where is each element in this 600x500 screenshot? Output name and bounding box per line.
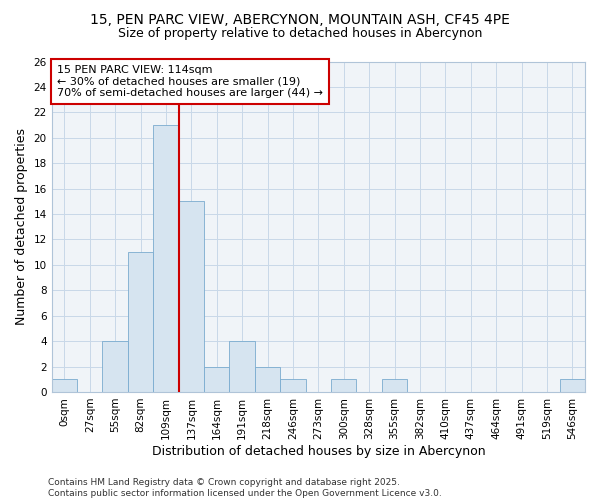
Bar <box>153 125 179 392</box>
Y-axis label: Number of detached properties: Number of detached properties <box>15 128 28 325</box>
Bar <box>560 379 585 392</box>
Text: Contains HM Land Registry data © Crown copyright and database right 2025.
Contai: Contains HM Land Registry data © Crown c… <box>48 478 442 498</box>
Bar <box>382 379 407 392</box>
Bar <box>255 366 280 392</box>
Text: 15, PEN PARC VIEW, ABERCYNON, MOUNTAIN ASH, CF45 4PE: 15, PEN PARC VIEW, ABERCYNON, MOUNTAIN A… <box>90 12 510 26</box>
Bar <box>280 379 305 392</box>
Bar <box>52 379 77 392</box>
Bar <box>128 252 153 392</box>
Bar <box>103 341 128 392</box>
Bar <box>229 341 255 392</box>
Bar <box>331 379 356 392</box>
Text: Size of property relative to detached houses in Abercynon: Size of property relative to detached ho… <box>118 28 482 40</box>
Bar <box>204 366 229 392</box>
X-axis label: Distribution of detached houses by size in Abercynon: Distribution of detached houses by size … <box>152 444 485 458</box>
Bar <box>179 202 204 392</box>
Text: 15 PEN PARC VIEW: 114sqm
← 30% of detached houses are smaller (19)
70% of semi-d: 15 PEN PARC VIEW: 114sqm ← 30% of detach… <box>57 65 323 98</box>
